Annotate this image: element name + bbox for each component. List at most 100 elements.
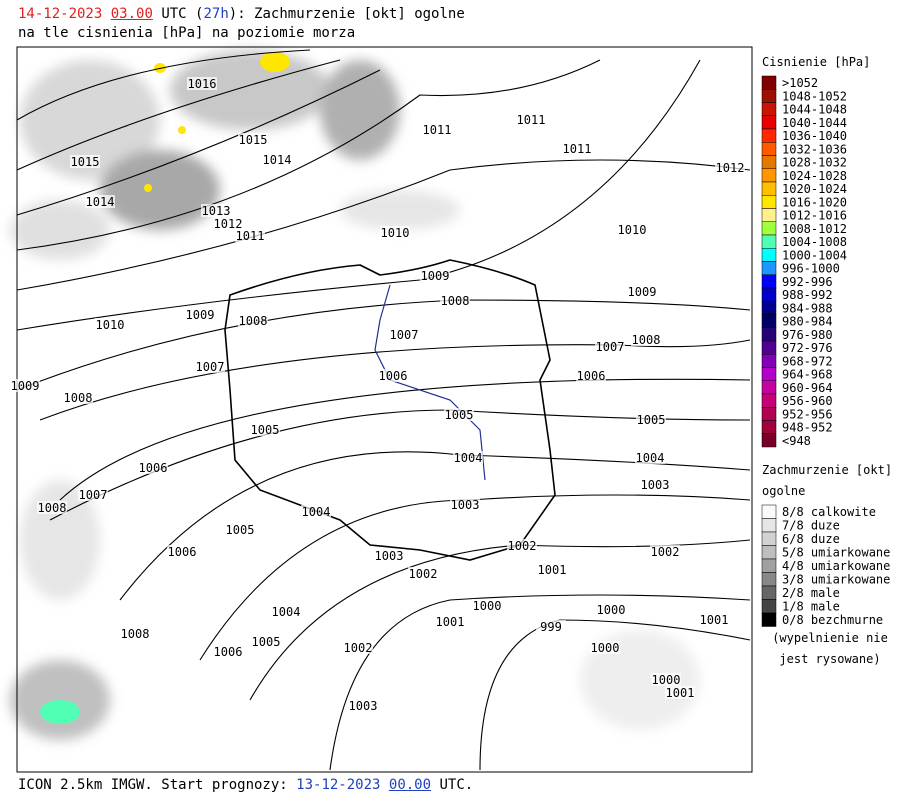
legend-swatch [761,420,777,434]
isobar-label: 1006 [214,645,243,659]
legend-swatch [761,75,777,90]
label-bg [63,391,93,404]
start-hour: 00.00 [388,777,432,793]
isobar-label: 1005 [637,413,666,427]
label-bg [576,369,606,382]
label-bg [617,223,647,236]
map-frame [16,46,753,773]
label-bg [389,328,419,341]
legend-swatch [761,301,777,315]
isobar-label: 1005 [252,635,281,649]
label-bg [185,308,215,321]
isobar-label: 1004 [272,605,301,619]
label-bg [85,195,115,208]
isobar-label: 1001 [436,615,465,629]
isobar-label: 1000 [591,641,620,655]
label-bg [507,539,537,552]
legend-swatch [761,407,777,421]
label-bg [640,478,670,491]
isobar-label: 1002 [409,567,438,581]
legend-swatch [761,380,777,395]
isobar-label: 1008 [239,314,268,328]
legend-title: Cisnienie [hPa] [762,55,870,69]
isobar-label: 1008 [38,501,67,515]
legend-label: 1008-1012 [782,222,847,236]
label-bg [440,294,470,307]
label-bg [536,620,566,633]
label-bg [348,699,378,712]
isobar-label: 1013 [202,204,231,218]
label-bg [435,615,465,628]
legend-label: 1000-1004 [782,248,847,262]
label-bg [374,549,404,562]
legend-swatch [761,518,777,533]
legend-swatch [761,261,777,275]
legend-title: Zachmurzenie [okt] [762,463,892,477]
label-bg [596,603,626,616]
legend-swatch [761,115,777,130]
isobar-label: 1002 [651,545,680,559]
label-bg [301,505,331,518]
legend-swatch [761,367,777,381]
isobar-label: 1012 [716,161,745,175]
legend-label: 964-968 [782,368,833,382]
legend-swatch [761,393,777,408]
label-bg [238,314,268,327]
legend-label: 3/8 umiarkowane [782,573,890,587]
isobar-label: 1007 [390,328,419,342]
label-bg [138,461,168,474]
isobar-label: 1009 [421,269,450,283]
isobar-label: 1003 [641,478,670,492]
legend-swatch [761,208,777,222]
text: ICON 2.5km IMGW. Start prognozy: [18,777,297,793]
isobar-label: 1001 [538,563,567,577]
isobar-label: 1009 [11,379,40,393]
label-bg [635,451,665,464]
label-bg [70,155,100,168]
isobar-label: 1015 [239,133,268,147]
label-bg [167,545,197,558]
isobar-label: 1000 [652,673,681,687]
label-bg [665,686,695,699]
isobar-label: 1010 [381,226,410,240]
isobar-label: 1008 [64,391,93,405]
legend-label: 2/8 male [782,586,840,600]
legend-label: 1044-1048 [782,103,847,117]
footer: ICON 2.5km IMGW. Start prognozy: 13-12-2… [18,777,473,793]
isobar-label: 1003 [451,498,480,512]
label-bg [699,613,729,626]
isobar-label: 1014 [86,195,115,209]
isobar-label: 1008 [121,627,150,641]
legend-swatch [761,354,777,368]
legend-swatch [761,314,777,328]
isobar-label: 999 [540,620,562,634]
legend: Cisnienie [hPa]>10521048-10521044-104810… [761,55,892,666]
legend-label: 976-980 [782,328,833,342]
cloud-field [10,50,700,740]
label-bg [225,523,255,536]
isobar-label: 1000 [597,603,626,617]
isobar-label: 1001 [700,613,729,627]
isobar-labels: 1016101510151014101410131012101210111011… [10,77,745,713]
isobar-label: 1008 [632,333,661,347]
isobar-label: 1007 [79,488,108,502]
label-bg [422,123,452,136]
legend-label: 988-992 [782,288,833,302]
label-bg [262,153,292,166]
legend-swatch [761,585,777,600]
isobar-label: 1003 [375,549,404,563]
legend-label: 1032-1036 [782,142,847,156]
legend-swatch [761,531,777,546]
legend-swatch [761,102,777,116]
legend-swatch [761,572,777,587]
legend-label: 1/8 male [782,600,840,614]
label-bg [250,423,280,436]
label-bg [213,217,243,230]
text: UTC. [431,777,474,793]
legend-label: >1052 [782,76,818,90]
legend-swatch [761,168,777,183]
legend-label: 972-976 [782,341,833,355]
lead: 27h [203,6,229,22]
isobar-label: 1008 [441,294,470,308]
